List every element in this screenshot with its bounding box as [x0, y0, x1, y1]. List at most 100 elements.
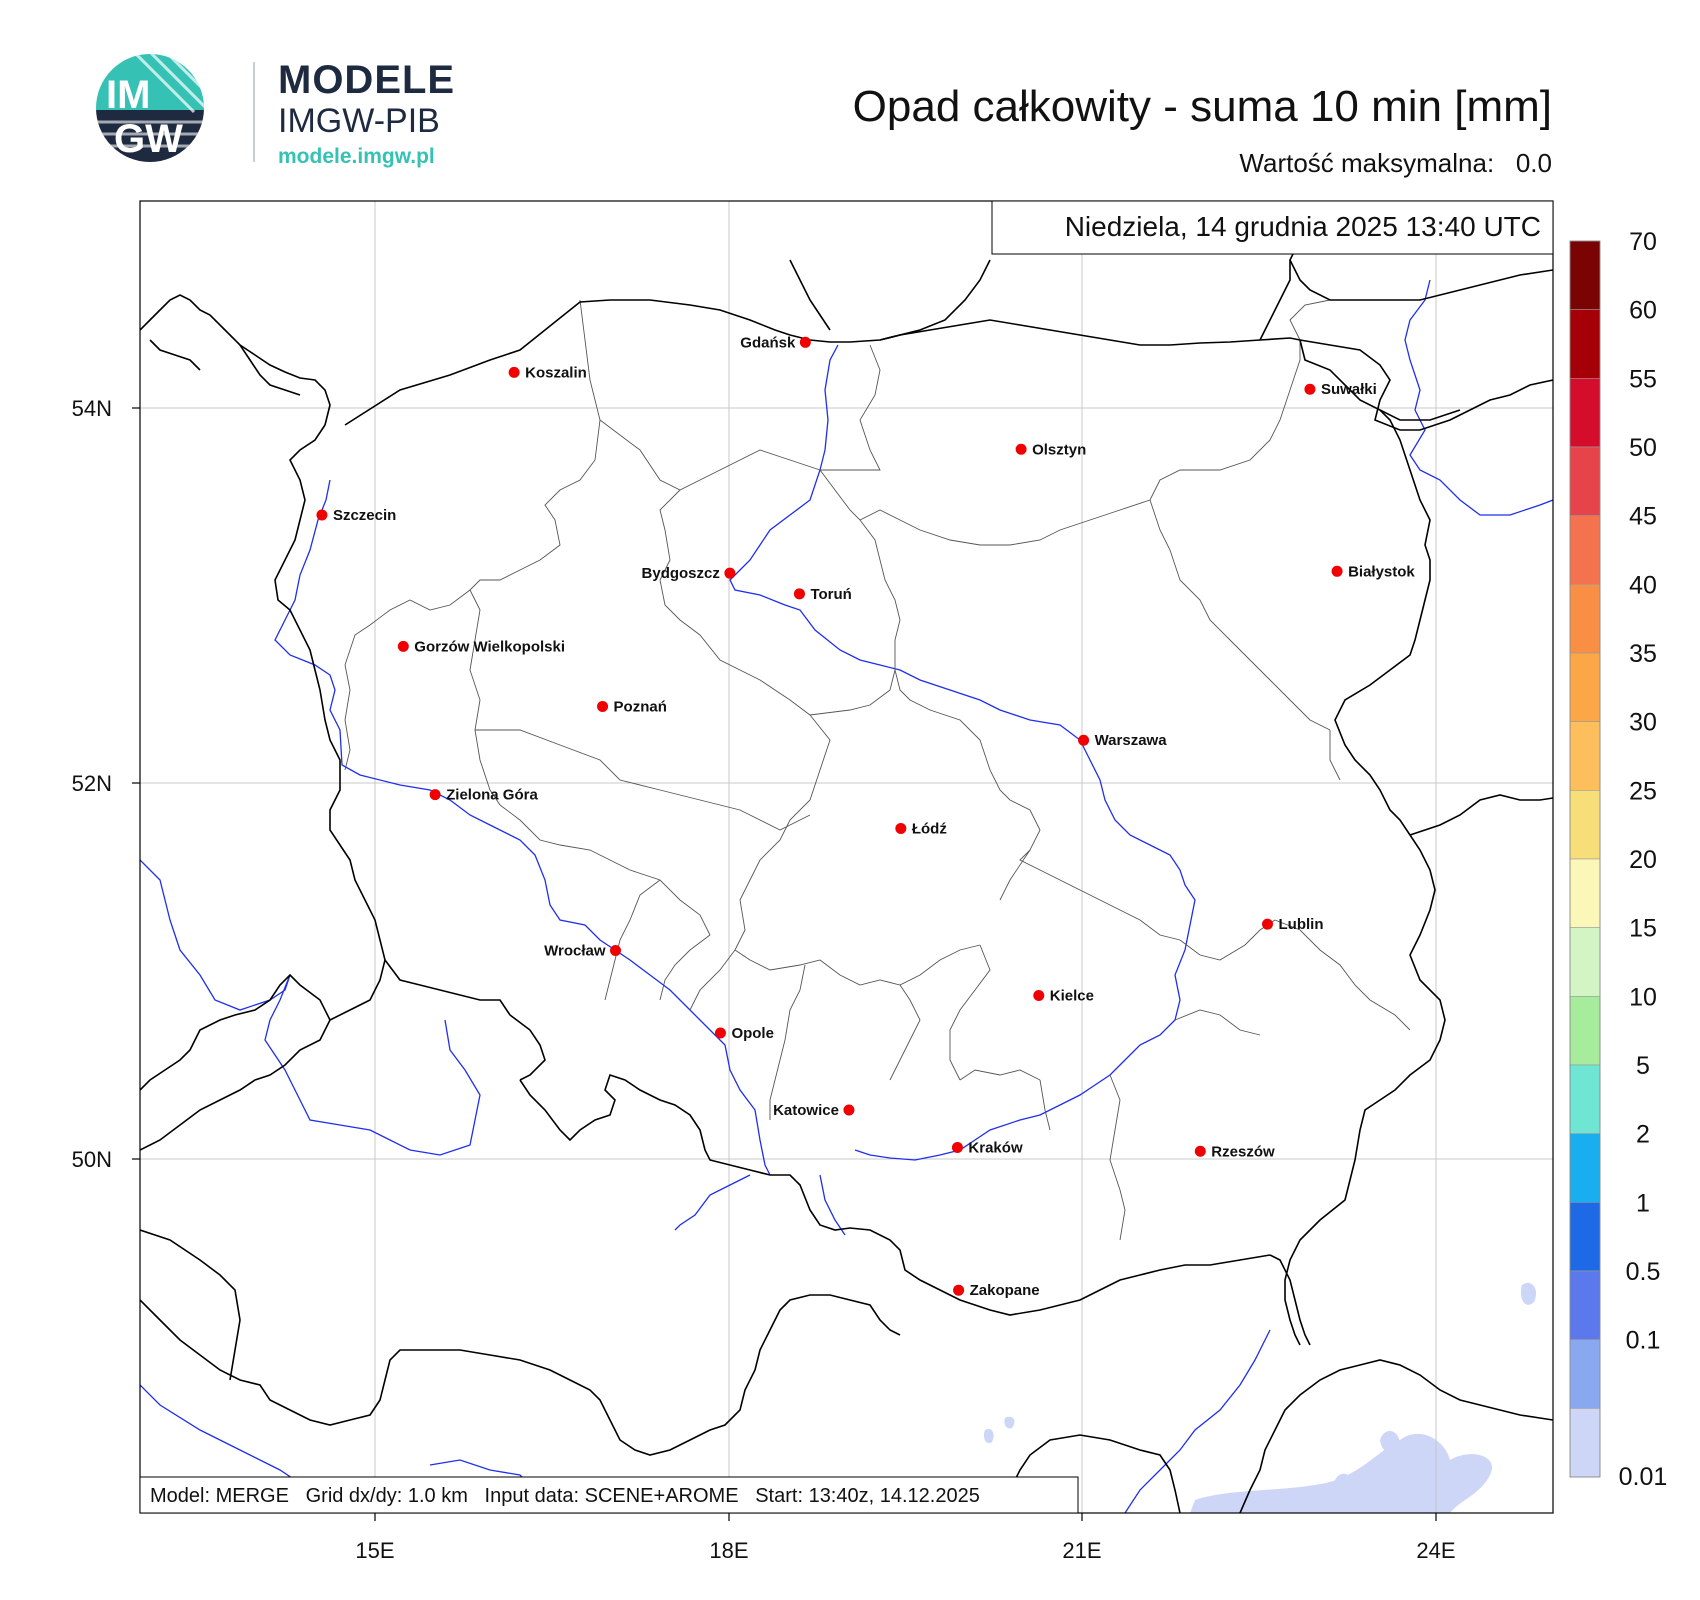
graticule	[140, 201, 1553, 1513]
legend-label: 20	[1629, 846, 1657, 874]
timestamp: Niedziela, 14 grudnia 2025 13:40 UTC	[1065, 211, 1541, 242]
city-label: Gdańsk	[740, 334, 796, 351]
lat-tick-52n: 52N	[72, 771, 112, 796]
precipitation-patches	[983, 1282, 1537, 1513]
city-marker	[1033, 990, 1045, 1002]
legend-frame	[1569, 240, 1601, 1478]
city-label: Kraków	[968, 1140, 1023, 1157]
coastline	[344, 259, 991, 426]
legend-label: 70	[1629, 228, 1657, 256]
legend-swatch	[1569, 1202, 1601, 1272]
city-label: Toruń	[810, 586, 851, 603]
city-label: Poznań	[614, 698, 667, 715]
legend-swatch	[1569, 515, 1601, 585]
city-label: Suwałki	[1321, 381, 1377, 398]
voivodeship-borders	[344, 299, 1411, 1241]
lon-tick-18e: 18E	[709, 1538, 748, 1563]
legend-swatch	[1569, 1064, 1601, 1134]
lon-tick-15e: 15E	[355, 1538, 394, 1563]
axis-ticks	[132, 407, 1437, 1521]
city-bydgoszcz: Bydgoszcz	[642, 565, 736, 582]
city-gdańsk: Gdańsk	[740, 334, 811, 351]
city-szczecin: Szczecin	[316, 507, 396, 524]
logo-url[interactable]: modele.imgw.pl	[278, 145, 435, 168]
legend-label: 50	[1629, 434, 1657, 462]
legend-swatch	[1569, 652, 1601, 722]
logo-title: MODELE	[278, 58, 456, 102]
city-warszawa: Warszawa	[1078, 732, 1167, 749]
map-layers	[140, 201, 1553, 1513]
imgw-logo: IM GW MODELE IMGW-PIB modele.imgw.pl	[96, 52, 460, 182]
city-białystok: Białystok	[1331, 563, 1415, 580]
city-label: Kielce	[1050, 988, 1094, 1005]
city-label: Katowice	[773, 1102, 839, 1119]
city-marker	[597, 700, 609, 712]
legend-label: 10	[1629, 983, 1657, 1011]
city-marker	[714, 1027, 726, 1039]
city-łódź: Łódź	[895, 820, 947, 837]
city-olsztyn: Olsztyn	[1015, 441, 1086, 458]
city-label: Koszalin	[525, 364, 587, 381]
city-label: Białystok	[1348, 563, 1415, 580]
city-marker	[508, 366, 520, 378]
lon-tick-24e: 24E	[1416, 1538, 1455, 1563]
legend-label: 55	[1629, 365, 1657, 393]
legend-swatch	[1569, 584, 1601, 654]
legend-label: 30	[1629, 709, 1657, 737]
legend-swatch	[1569, 378, 1601, 448]
legend-label: 40	[1629, 571, 1657, 599]
city-gorzów-wielkopolski: Gorzów Wielkopolski	[397, 638, 565, 655]
map-title: Opad całkowity - suma 10 min [mm]	[852, 82, 1552, 131]
legend-swatch	[1569, 1339, 1601, 1409]
city-label: Zakopane	[970, 1282, 1040, 1299]
city-poznań: Poznań	[597, 698, 667, 715]
legend-swatch	[1569, 309, 1601, 379]
city-marker	[799, 336, 811, 348]
city-katowice: Katowice	[773, 1102, 855, 1119]
city-label: Olsztyn	[1032, 441, 1086, 458]
city-marker	[951, 1142, 963, 1154]
logo-badge-top: IM	[106, 73, 150, 117]
country-borders	[140, 201, 1553, 1513]
city-zakopane: Zakopane	[953, 1282, 1040, 1299]
logo-subtitle: IMGW-PIB	[278, 102, 440, 140]
legend-label: 5	[1636, 1052, 1650, 1080]
city-wrocław: Wrocław	[544, 942, 622, 959]
legend-label: 45	[1629, 503, 1657, 531]
city-marker	[1262, 918, 1274, 930]
legend-swatch	[1569, 1408, 1601, 1478]
city-suwałki: Suwałki	[1304, 381, 1377, 398]
city-marker	[1194, 1145, 1206, 1157]
city-rzeszów: Rzeszów	[1194, 1143, 1275, 1160]
rivers	[140, 279, 1553, 1513]
legend-swatch	[1569, 790, 1601, 860]
legend-label: 0.1	[1626, 1327, 1661, 1355]
border-east	[1299, 339, 1431, 836]
city-label: Rzeszów	[1211, 1143, 1275, 1160]
city-marker	[953, 1284, 965, 1296]
city-label: Opole	[731, 1025, 774, 1042]
city-label: Gorzów Wielkopolski	[414, 638, 565, 655]
city-lublin: Lublin	[1262, 916, 1324, 933]
river-odra	[274, 479, 771, 1176]
city-marker	[1078, 734, 1090, 746]
city-label: Szczecin	[333, 507, 396, 524]
imgw-badge-icon: IM GW	[96, 54, 204, 162]
city-zielona-góra: Zielona Góra	[429, 787, 538, 804]
city-koszalin: Koszalin	[508, 364, 587, 381]
model-info-box	[139, 1476, 1079, 1514]
legend-swatch	[1569, 446, 1601, 516]
city-marker	[724, 567, 736, 579]
max-value-line: Wartość maksymalna: 0.0	[1239, 148, 1552, 179]
legend-swatch	[1569, 996, 1601, 1066]
legend-label: 0.5	[1626, 1258, 1661, 1286]
legend-swatch	[1569, 240, 1601, 310]
logo-badge-bottom: GW	[114, 117, 183, 161]
legend-label: 2	[1636, 1121, 1650, 1149]
city-marker	[793, 588, 805, 600]
city-kielce: Kielce	[1033, 988, 1094, 1005]
city-label: Bydgoszcz	[642, 565, 720, 582]
city-marker	[1331, 565, 1343, 577]
city-label: Wrocław	[544, 942, 606, 959]
